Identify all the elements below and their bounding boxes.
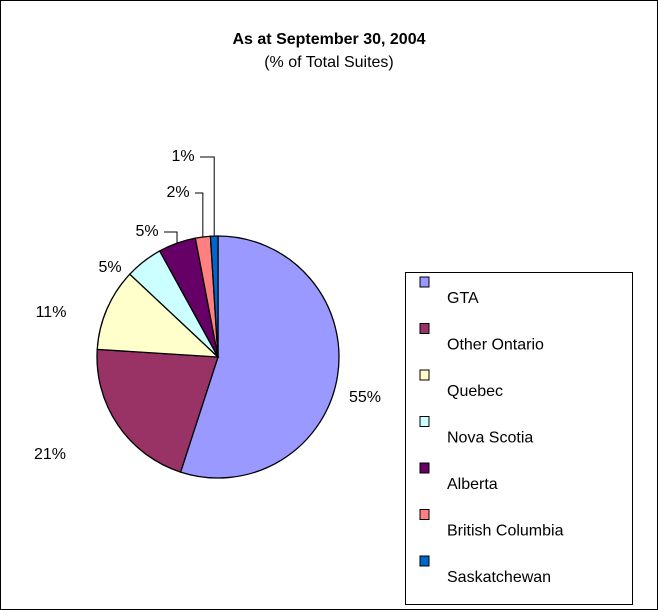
legend-swatch [419, 509, 430, 520]
data-label: 11% [36, 304, 67, 321]
pie-slice [96, 348, 219, 473]
legend-swatch [419, 462, 430, 474]
pie-slice [179, 235, 340, 479]
legend-swatch [419, 369, 430, 381]
pie-slice [96, 273, 220, 358]
data-label: 55% [349, 389, 381, 406]
legend-label: Nova Scotia [447, 430, 533, 447]
legend-swatch [419, 323, 430, 334]
pie-slice [209, 235, 219, 358]
legend-label: Saskatchewan [447, 569, 551, 586]
legend-label: British Columbia [447, 523, 564, 540]
leader-line [164, 231, 178, 244]
legend-label: Alberta [447, 476, 498, 493]
legend-swatch [419, 416, 430, 427]
legend-swatch [419, 555, 430, 567]
leader-line [195, 192, 204, 237]
data-label: 21% [34, 446, 66, 463]
legend-label: Other Ontario [447, 337, 544, 354]
legend-swatch [419, 276, 430, 288]
legend-label: Quebec [447, 383, 503, 400]
chart-title: As at September 30, 2004 [233, 31, 426, 48]
data-label: 5% [135, 223, 158, 240]
data-label: 2% [166, 184, 189, 201]
chart-subtitle: (% of Total Suites) [264, 54, 394, 71]
legend-label: GTA [447, 290, 479, 307]
leader-line [200, 156, 215, 237]
legend-box [405, 272, 633, 605]
data-label: 1% [171, 148, 194, 165]
data-label: 5% [98, 259, 121, 276]
